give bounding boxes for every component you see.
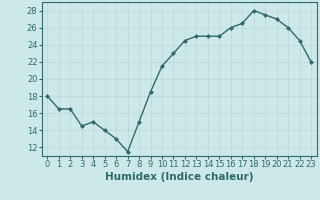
X-axis label: Humidex (Indice chaleur): Humidex (Indice chaleur)	[105, 172, 253, 182]
